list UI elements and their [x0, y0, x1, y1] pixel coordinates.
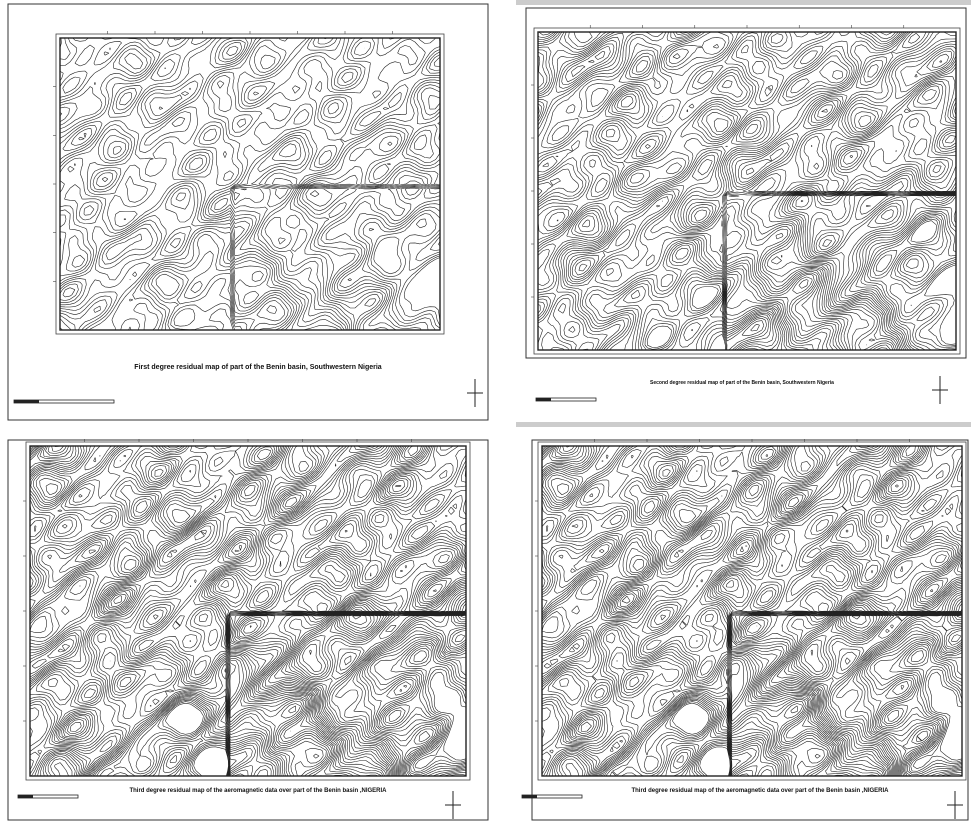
map-frame	[537, 31, 957, 351]
scale-bar	[536, 398, 551, 401]
contour-lines	[537, 31, 957, 351]
contour-lines	[541, 445, 963, 777]
caption: First degree residual map of part of the…	[134, 364, 381, 371]
map-frame	[59, 37, 441, 331]
separator	[516, 0, 971, 5]
scale-bar	[14, 400, 39, 403]
caption: Second degree residual map of part of th…	[650, 380, 834, 386]
panel-border	[7, 3, 489, 421]
contour-lines	[29, 445, 467, 777]
scale-bar	[18, 795, 33, 798]
caption: Third degree residual map of the aeromag…	[129, 788, 387, 794]
panel-border	[531, 439, 969, 821]
scale-bar	[522, 795, 537, 798]
caption: Third degree residual map of the aeromag…	[631, 788, 889, 794]
panel-border	[525, 7, 967, 359]
separator	[516, 422, 971, 427]
contour-lines	[59, 37, 441, 331]
